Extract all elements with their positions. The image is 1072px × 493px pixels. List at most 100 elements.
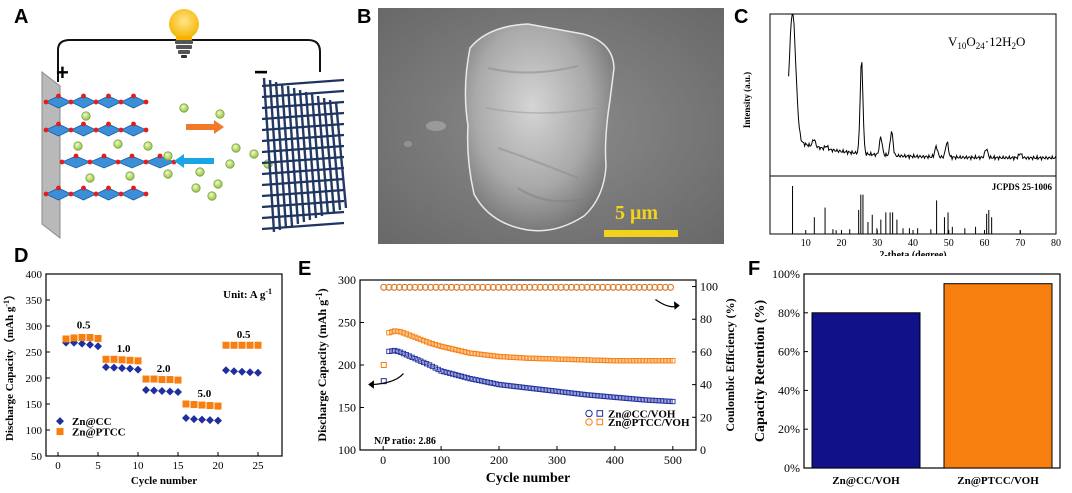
panel-label-f: F xyxy=(748,258,761,280)
capacity-point xyxy=(499,382,505,388)
data-point-zn-ptcc xyxy=(214,402,222,410)
capacity-point xyxy=(473,377,479,383)
capacity-point xyxy=(589,392,595,398)
y-left-tick-label: 300 xyxy=(338,273,356,287)
capacity-point xyxy=(505,354,511,360)
zinc-ions xyxy=(73,103,273,201)
rate-label: 2.0 xyxy=(157,363,171,375)
y-right-tick-label: 100 xyxy=(700,280,718,294)
capacity-point xyxy=(667,358,673,364)
data-point-zn-ptcc xyxy=(174,376,182,384)
capacity-point xyxy=(429,363,436,370)
y-left-tick-label: 100 xyxy=(338,443,356,457)
y-tick-label: 250 xyxy=(26,347,43,359)
oxygen-atom xyxy=(106,185,111,191)
oxygen-atom xyxy=(56,93,61,99)
capacity-point xyxy=(565,390,572,396)
ce-point xyxy=(573,283,581,291)
x-axis-label: Cycle number xyxy=(131,475,197,487)
capacity-point xyxy=(461,349,467,355)
ce-point xyxy=(484,283,492,291)
capacity-point xyxy=(502,382,508,388)
capacity-point xyxy=(505,382,511,389)
capacity-point xyxy=(499,354,505,360)
mesh-fiber xyxy=(328,99,342,211)
x-tick-label: 10 xyxy=(133,460,145,472)
capacity-point xyxy=(406,332,412,338)
capacity-point xyxy=(493,353,499,359)
category-label: Zn@PTCC/VOH xyxy=(957,475,1039,487)
data-point-zn-cc xyxy=(94,342,102,351)
oxygen-atom xyxy=(81,93,86,99)
capacity-point xyxy=(664,358,670,364)
data-point-zn-ptcc xyxy=(78,333,86,341)
capacity-point xyxy=(626,395,633,402)
x-tick-label: 500 xyxy=(664,453,682,467)
capacity-point xyxy=(473,351,479,357)
y-tick-label: 100% xyxy=(772,267,800,281)
capacity-point xyxy=(571,390,577,397)
ce-point xyxy=(453,283,461,291)
capacity-point xyxy=(583,357,589,363)
rate-label: 5.0 xyxy=(198,388,212,400)
capacity-point xyxy=(661,398,667,404)
x-tick-label: 70 xyxy=(1015,238,1025,249)
capacity-point xyxy=(421,359,427,366)
capacity-point xyxy=(412,334,418,340)
capacity-point xyxy=(429,341,436,347)
y-tick-label: 350 xyxy=(26,295,43,307)
capacity-point xyxy=(609,394,615,400)
y-right-tick-label: 60 xyxy=(700,345,712,359)
capacity-point xyxy=(481,378,488,385)
mesh-fiber xyxy=(261,89,345,99)
capacity-point xyxy=(641,358,647,364)
capacity-point xyxy=(554,388,560,395)
oxygen-atom xyxy=(118,99,124,105)
mesh-fiber xyxy=(261,100,345,110)
plot-frame xyxy=(803,273,1061,469)
data-point-zn-ptcc xyxy=(166,376,174,384)
ce-point xyxy=(536,283,544,291)
capacity-point xyxy=(432,341,438,348)
capacity-point xyxy=(467,350,473,356)
data-point-zn-ptcc xyxy=(222,341,230,349)
capacity-point xyxy=(560,356,566,362)
y-tick-label: 0% xyxy=(784,461,800,475)
rate-label: 1.0 xyxy=(117,343,131,355)
legend-marker xyxy=(56,428,64,436)
capacity-point xyxy=(580,357,586,363)
oxygen-atom xyxy=(118,127,124,133)
data-point-zn-ptcc xyxy=(94,334,102,342)
oxygen-atom xyxy=(131,185,136,191)
capacity-point xyxy=(450,371,456,377)
zinc-ion xyxy=(225,159,235,169)
zinc-ion xyxy=(213,179,223,189)
zinc-ion xyxy=(163,169,173,179)
rate-capability-chart: 0 5 10 15 20 25 50 100 150 200 250 300 350 400 Cycle n… xyxy=(2,269,283,487)
ce-point xyxy=(667,283,674,291)
capacity-point xyxy=(557,389,563,395)
capacity-point xyxy=(632,358,638,364)
oxygen-atom xyxy=(73,153,79,159)
mesh-fiber xyxy=(292,87,306,223)
carbon-cloth-mesh xyxy=(261,77,348,233)
capacity-point xyxy=(438,368,444,374)
oxygen-atom xyxy=(143,159,149,165)
capacity-point xyxy=(586,357,592,363)
capacity-point xyxy=(539,355,546,362)
capacity-point xyxy=(412,355,418,362)
capacity-point xyxy=(542,356,549,362)
ce-point xyxy=(385,283,393,291)
ce-point xyxy=(458,283,466,291)
mesh-fiber xyxy=(261,111,345,121)
capacity-point xyxy=(649,358,656,364)
capacity-point xyxy=(392,328,398,334)
capacity-point xyxy=(594,393,601,399)
charge-arrow xyxy=(186,120,224,134)
capacity-point xyxy=(574,356,580,363)
mesh-fiber xyxy=(261,133,345,143)
capacity-point xyxy=(574,391,580,397)
ce-point xyxy=(521,283,528,291)
legend-label: Zn@PTCC/VOH xyxy=(608,417,690,429)
mesh-fiber xyxy=(304,91,318,219)
